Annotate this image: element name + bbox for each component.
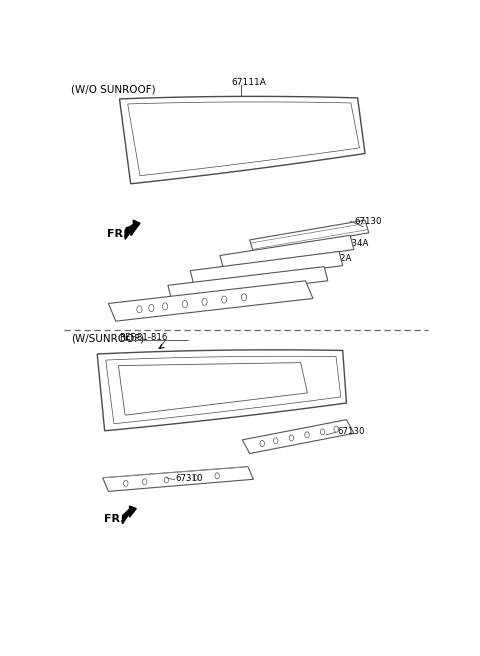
Text: 67122A: 67122A [290,268,324,277]
Polygon shape [97,350,347,431]
Text: 67310: 67310 [131,308,158,317]
Text: (W/O SUNROOF): (W/O SUNROOF) [71,85,156,94]
Text: 67132A: 67132A [319,253,352,262]
Polygon shape [122,506,136,523]
Text: 67111A: 67111A [231,78,266,87]
Polygon shape [120,96,365,184]
Polygon shape [242,420,354,453]
Polygon shape [250,220,369,253]
Polygon shape [103,466,253,491]
Polygon shape [119,363,307,415]
Polygon shape [125,220,140,239]
Text: 67310: 67310 [175,474,203,483]
Text: 67130: 67130 [354,216,382,226]
Polygon shape [108,281,313,321]
Text: FR.: FR. [107,230,127,239]
Text: FR.: FR. [104,514,124,524]
Polygon shape [106,356,341,424]
Polygon shape [128,102,360,176]
Polygon shape [220,236,354,270]
Polygon shape [190,251,343,285]
Text: REF.81-816: REF.81-816 [120,333,168,342]
Text: 67130: 67130 [337,427,365,436]
Polygon shape [168,266,328,299]
Text: (W/SUNROOF): (W/SUNROOF) [71,333,144,343]
Text: 67134A: 67134A [335,239,369,249]
